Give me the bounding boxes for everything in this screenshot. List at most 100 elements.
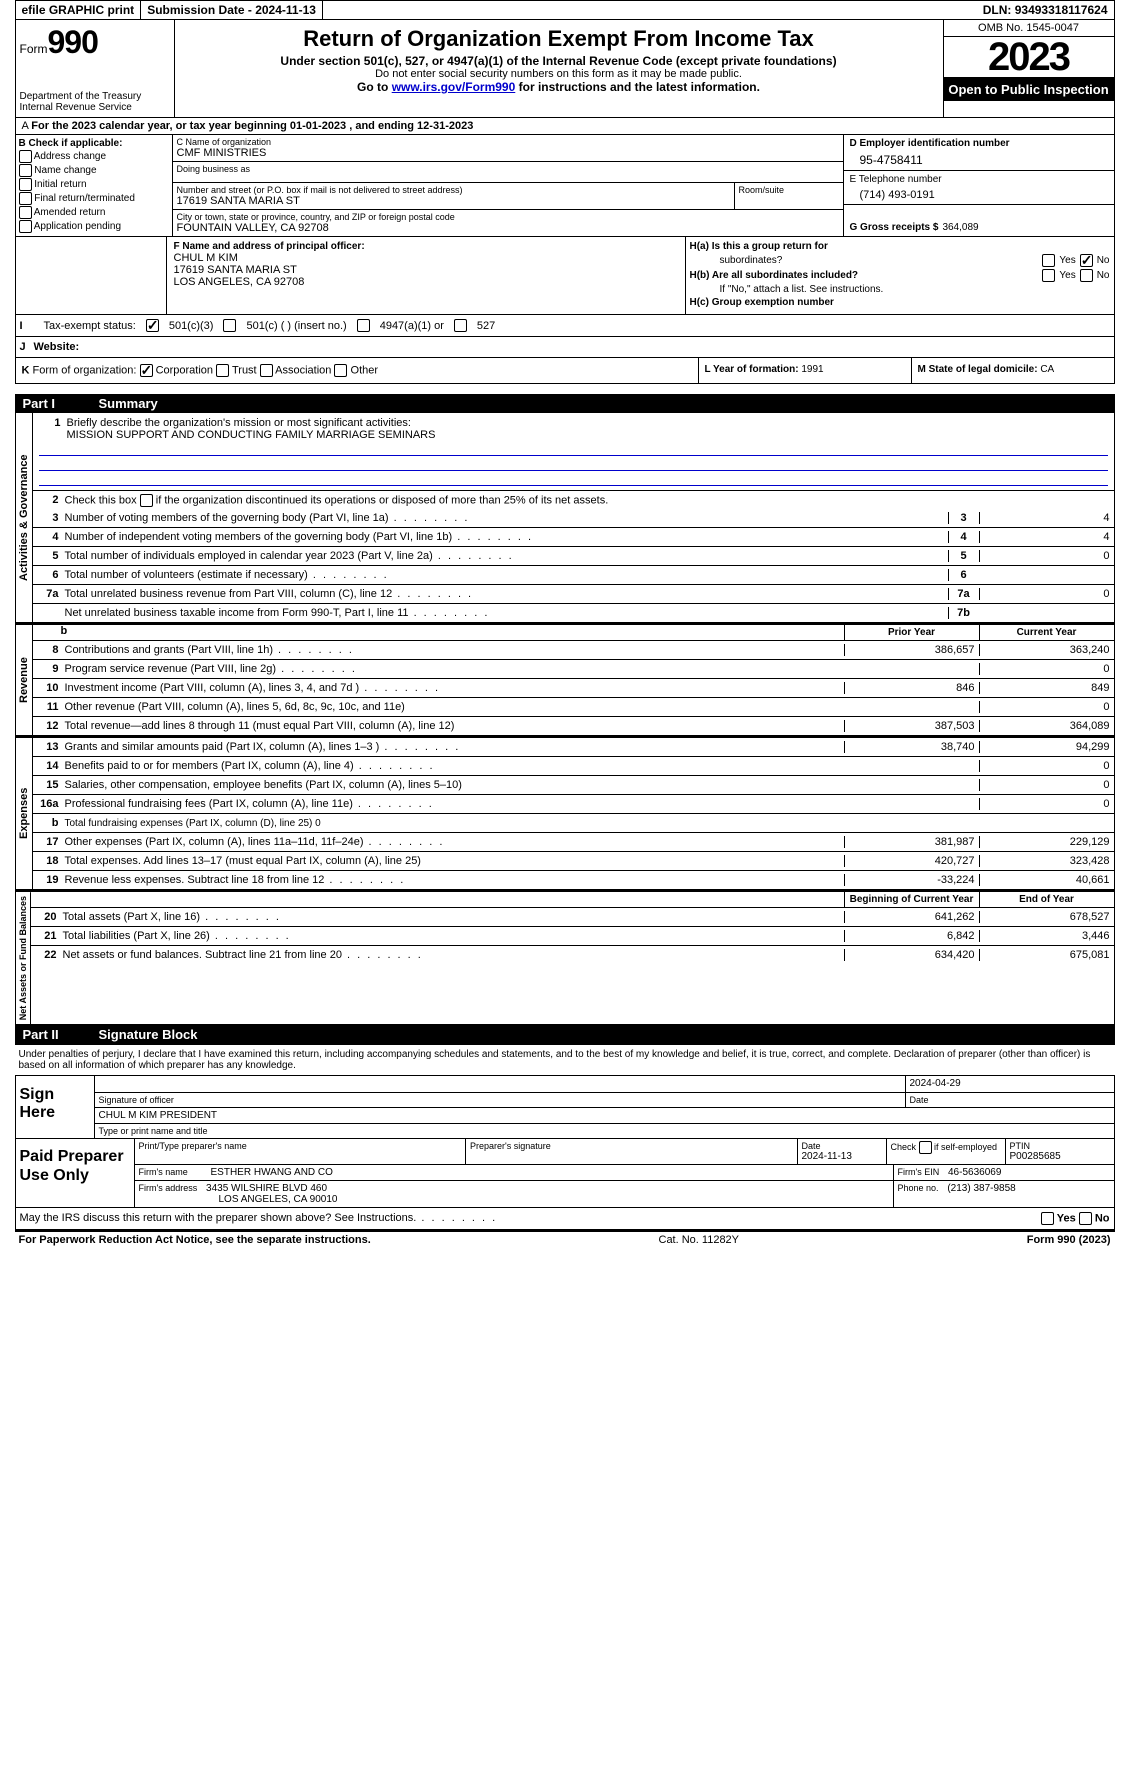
q2-row: Check this box if the organization disco…	[63, 493, 1114, 508]
sig-officer-label: Signature of officer	[95, 1093, 906, 1107]
hb-no-check[interactable]	[1080, 269, 1093, 282]
state-val: CA	[1040, 364, 1054, 375]
part-2-header: Part II Signature Block	[15, 1025, 1115, 1044]
p22: 634,420	[844, 949, 979, 961]
may-no-check[interactable]	[1079, 1212, 1092, 1225]
q15: Salaries, other compensation, employee b…	[63, 778, 844, 792]
summary-governance: Activities & Governance 1Briefly describ…	[15, 413, 1115, 623]
section-fh: F Name and address of principal officer:…	[15, 237, 1115, 315]
c9: 0	[979, 663, 1114, 675]
ein-label: D Employer identification number	[850, 138, 1108, 149]
ha-no-check[interactable]	[1080, 254, 1093, 267]
q1-answer: MISSION SUPPORT AND CONDUCTING FAMILY MA…	[39, 429, 1108, 441]
vlabel-governance: Activities & Governance	[16, 413, 33, 622]
part2-label: Part II	[23, 1027, 83, 1042]
501c-check[interactable]	[223, 319, 236, 332]
dept-treasury: Department of the Treasury	[20, 91, 170, 102]
declaration-text: Under penalties of perjury, I declare th…	[15, 1044, 1115, 1075]
c22: 675,081	[979, 949, 1114, 961]
goto-note: Go to www.irs.gov/Form990 for instructio…	[183, 80, 935, 94]
section-bcdefg: B Check if applicable: Address change Na…	[15, 135, 1115, 237]
box-b-header: B Check if applicable:	[19, 138, 169, 149]
h-b-line: H(b) Are all subordinates included? Yes …	[690, 269, 1110, 282]
opt-app-pending[interactable]: Application pending	[19, 220, 169, 233]
room-cell: Room/suite	[735, 183, 843, 209]
street-cell: Number and street (or P.O. box if mail i…	[173, 183, 735, 209]
efile-graphic: efile GRAPHIC print	[16, 1, 142, 19]
firm-phone: (213) 387-9858	[947, 1183, 1015, 1194]
summary-revenue: Revenue b Prior Year Current Year 8Contr…	[15, 623, 1115, 736]
dba-label: Doing business as	[177, 164, 839, 174]
trust-check[interactable]	[216, 364, 229, 377]
exp-body: 13Grants and similar amounts paid (Part …	[33, 738, 1114, 889]
q12: Total revenue—add lines 8 through 11 (mu…	[63, 719, 844, 733]
q5: Total number of individuals employed in …	[63, 549, 948, 563]
assoc-check[interactable]	[260, 364, 273, 377]
street-value: 17619 SANTA MARIA ST	[177, 195, 730, 207]
p19: -33,224	[844, 874, 979, 886]
q19: Revenue less expenses. Subtract line 18 …	[63, 873, 844, 887]
irs-label: Internal Revenue Service	[20, 102, 170, 113]
c8: 363,240	[979, 644, 1114, 656]
self-emp-check[interactable]	[919, 1141, 932, 1154]
officer-name: CHUL M KIM	[174, 252, 681, 264]
box-l: L Year of formation: 1991	[698, 358, 911, 383]
ha-yes-check[interactable]	[1042, 254, 1055, 267]
opt-initial-return[interactable]: Initial return	[19, 178, 169, 191]
q14: Benefits paid to or for members (Part IX…	[63, 759, 844, 773]
opt-final-return[interactable]: Final return/terminated	[19, 192, 169, 205]
mission-box: 1Briefly describe the organization's mis…	[33, 413, 1114, 491]
part2-title: Signature Block	[99, 1027, 198, 1042]
q2-check[interactable]	[140, 494, 153, 507]
q4: Number of independent voting members of …	[63, 530, 948, 544]
q11: Other revenue (Part VIII, column (A), li…	[63, 700, 844, 714]
officer-name-title: CHUL M KIM PRESIDENT	[95, 1108, 1114, 1123]
opt-name-change[interactable]: Name change	[19, 164, 169, 177]
goto-pre: Go to	[357, 80, 392, 94]
c16a: 0	[979, 798, 1114, 810]
city-row: City or town, state or province, country…	[173, 210, 843, 236]
form-label-text: Form	[20, 42, 48, 56]
may-irs-yn: Yes No	[1041, 1212, 1110, 1225]
box-k: K Form of organization: Corporation Trus…	[16, 358, 698, 383]
opt-address-change[interactable]: Address change	[19, 150, 169, 163]
prep-sig-lbl: Preparer's signature	[470, 1141, 793, 1151]
header-right: OMB No. 1545-0047 2023 Open to Public In…	[943, 20, 1114, 117]
box-deg: D Employer identification number 95-4758…	[843, 135, 1114, 236]
irs-link[interactable]: www.irs.gov/Form990	[392, 80, 516, 94]
opt-amended-return[interactable]: Amended return	[19, 206, 169, 219]
sig-date-label: Date	[906, 1093, 1114, 1107]
box-b: B Check if applicable: Address change Na…	[16, 135, 173, 236]
q8: Contributions and grants (Part VIII, lin…	[63, 643, 844, 657]
501c3-check[interactable]	[146, 319, 159, 332]
q16a: Professional fundraising fees (Part IX, …	[63, 797, 844, 811]
rev-header: b Prior Year Current Year	[33, 625, 1114, 641]
q6: Total number of volunteers (estimate if …	[63, 568, 948, 582]
q16b: Total fundraising expenses (Part IX, col…	[63, 817, 844, 830]
vlabel-expenses: Expenses	[16, 738, 33, 889]
room-label: Room/suite	[739, 185, 839, 195]
org-name-row: C Name of organization CMF MINISTRIES	[173, 135, 843, 162]
c19: 40,661	[979, 874, 1114, 886]
q22: Net assets or fund balances. Subtract li…	[61, 948, 844, 962]
box-j: J Website:	[15, 337, 1115, 358]
c14: 0	[979, 760, 1114, 772]
p12: 387,503	[844, 720, 979, 732]
may-yes-check[interactable]	[1041, 1212, 1054, 1225]
hb-yes-check[interactable]	[1042, 269, 1055, 282]
corp-check[interactable]	[140, 364, 153, 377]
h-a-line: H(a) Is this a group return for	[690, 241, 1110, 252]
beg-year-hdr: Beginning of Current Year	[844, 892, 979, 907]
527-check[interactable]	[454, 319, 467, 332]
dln: DLN: 93493318117624	[977, 1, 1114, 19]
p18: 420,727	[844, 855, 979, 867]
page-footer: For Paperwork Reduction Act Notice, see …	[15, 1230, 1115, 1248]
sign-body: 2024-04-29 Signature of officer Date CHU…	[95, 1076, 1114, 1138]
h-c-line: H(c) Group exemption number	[690, 297, 1110, 308]
other-check[interactable]	[334, 364, 347, 377]
v7a: 0	[979, 588, 1114, 600]
4947-check[interactable]	[357, 319, 370, 332]
q1-text: Briefly describe the organization's miss…	[67, 417, 411, 429]
box-e: E Telephone number (714) 493-0191	[844, 171, 1114, 205]
box-h: H(a) Is this a group return for subordin…	[686, 237, 1114, 314]
